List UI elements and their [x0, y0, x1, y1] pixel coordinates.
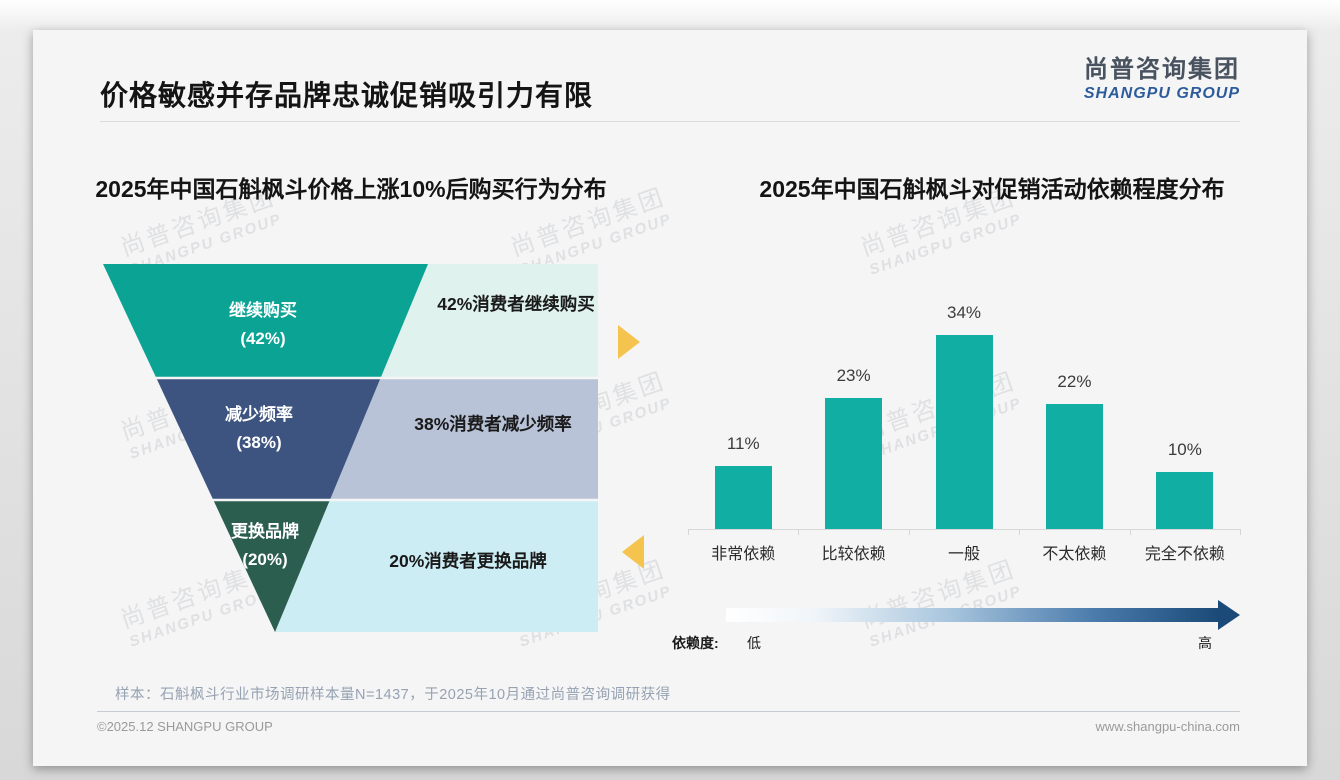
- funnel-note-3: 20%消费者更换品牌: [389, 551, 547, 571]
- funnel-note-box-2: [329, 378, 598, 500]
- arrow-right-icon: [618, 325, 640, 359]
- content-layer: 价格敏感并存品牌忠诚促销吸引力有限 尚普咨询集团 SHANGPU GROUP 2…: [33, 30, 1307, 766]
- bar: [825, 398, 883, 529]
- funnel-segment-3-value: (20%): [242, 550, 287, 569]
- funnel-segment-3-label: 更换品牌: [231, 521, 299, 541]
- bar: [935, 335, 993, 529]
- bar-value-label: 23%: [836, 366, 871, 385]
- axis-tick: [908, 529, 910, 535]
- bar: [1156, 472, 1214, 529]
- funnel-note-box-3: [275, 500, 598, 632]
- bar-slot: 10%: [1130, 440, 1240, 529]
- logo-english-text: SHANGPU GROUP: [1083, 85, 1240, 102]
- funnel-segment-2-value: (38%): [236, 433, 281, 452]
- bar-category-label: 比较依赖: [821, 546, 886, 563]
- bar-chart-plot: 11% 23% 34% 22% 10%: [688, 299, 1240, 529]
- funnel-segment-2: [156, 378, 381, 500]
- page-title: 价格敏感并存品牌忠诚促销吸引力有限: [100, 80, 594, 111]
- axis-tick: [1129, 529, 1131, 535]
- funnel-segment-2-label: 减少频率: [225, 404, 293, 424]
- bar-value-label: 11%: [726, 434, 760, 453]
- bar-slot: 22%: [1019, 372, 1129, 529]
- footer-divider: [97, 711, 1240, 712]
- bar-category-label: 一般: [948, 546, 981, 563]
- title-divider: [100, 121, 1240, 122]
- bar-category-label: 非常依赖: [711, 546, 776, 563]
- funnel-segment-3: [213, 500, 330, 632]
- axis-tick: [1240, 529, 1241, 535]
- funnel-chart: 继续购买 (42%) 减少频率 (38%) 更换品牌 (20%) 42%消费者继…: [103, 264, 598, 632]
- funnel-segment-1-label: 继续购买: [229, 300, 297, 320]
- bar-value-label: 34%: [947, 303, 982, 322]
- funnel-segment-1: [103, 264, 428, 378]
- dependence-low-label: 低: [747, 635, 761, 651]
- bar-chart-title: 2025年中国石斛枫斗对促销活动依赖程度分布: [759, 176, 1225, 202]
- bar: [714, 466, 772, 529]
- bar-category-label: 完全不依赖: [1144, 546, 1225, 563]
- axis-tick: [798, 529, 800, 535]
- footer-copyright: ©2025.12 SHANGPU GROUP: [97, 719, 273, 734]
- axis-tick: [1019, 529, 1021, 535]
- dependence-gradient-arrow: [726, 600, 1240, 630]
- dependence-axis-label: 依赖度:: [672, 635, 719, 651]
- logo-chinese-text: 尚普咨询集团: [1084, 56, 1240, 83]
- sample-footnote: 样本：石斛枫斗行业市场调研样本量N=1437，于2025年10月通过尚普咨询调研…: [115, 687, 671, 703]
- x-axis-line: [688, 529, 1240, 530]
- funnel-note-2: 38%消费者减少频率: [414, 414, 572, 434]
- slide-card: 尚普咨询集团 SHANGPU GROUP 尚普咨询集团 SHANGPU GROUP 尚普…: [33, 30, 1307, 766]
- axis-tick: [688, 529, 689, 535]
- arrow-left-icon: [622, 535, 644, 569]
- funnel-chart-title: 2025年中国石斛枫斗价格上涨10%后购买行为分布: [95, 176, 607, 202]
- company-logo: 尚普咨询集团 SHANGPU GROUP: [1084, 56, 1240, 104]
- dependence-high-label: 高: [1198, 635, 1212, 651]
- funnel-note-1: 42%消费者继续购买: [437, 294, 595, 314]
- bar-value-label: 22%: [1057, 372, 1092, 391]
- bar-slot: 34%: [909, 303, 1019, 529]
- bar-category-label: 不太依赖: [1042, 546, 1107, 563]
- bar-value-label: 10%: [1167, 440, 1202, 459]
- bar: [1045, 404, 1103, 529]
- funnel-note-box-1: [380, 264, 598, 378]
- bar-chart-categories: 非常依赖 比较依赖 一般 不太依赖 完全不依赖: [688, 540, 1240, 564]
- funnel-segment-1-value: (42%): [240, 329, 285, 348]
- bar-slot: 23%: [798, 366, 908, 529]
- bar-slot: 11%: [688, 434, 798, 529]
- footer-website: www.shangpu-china.com: [1095, 719, 1240, 734]
